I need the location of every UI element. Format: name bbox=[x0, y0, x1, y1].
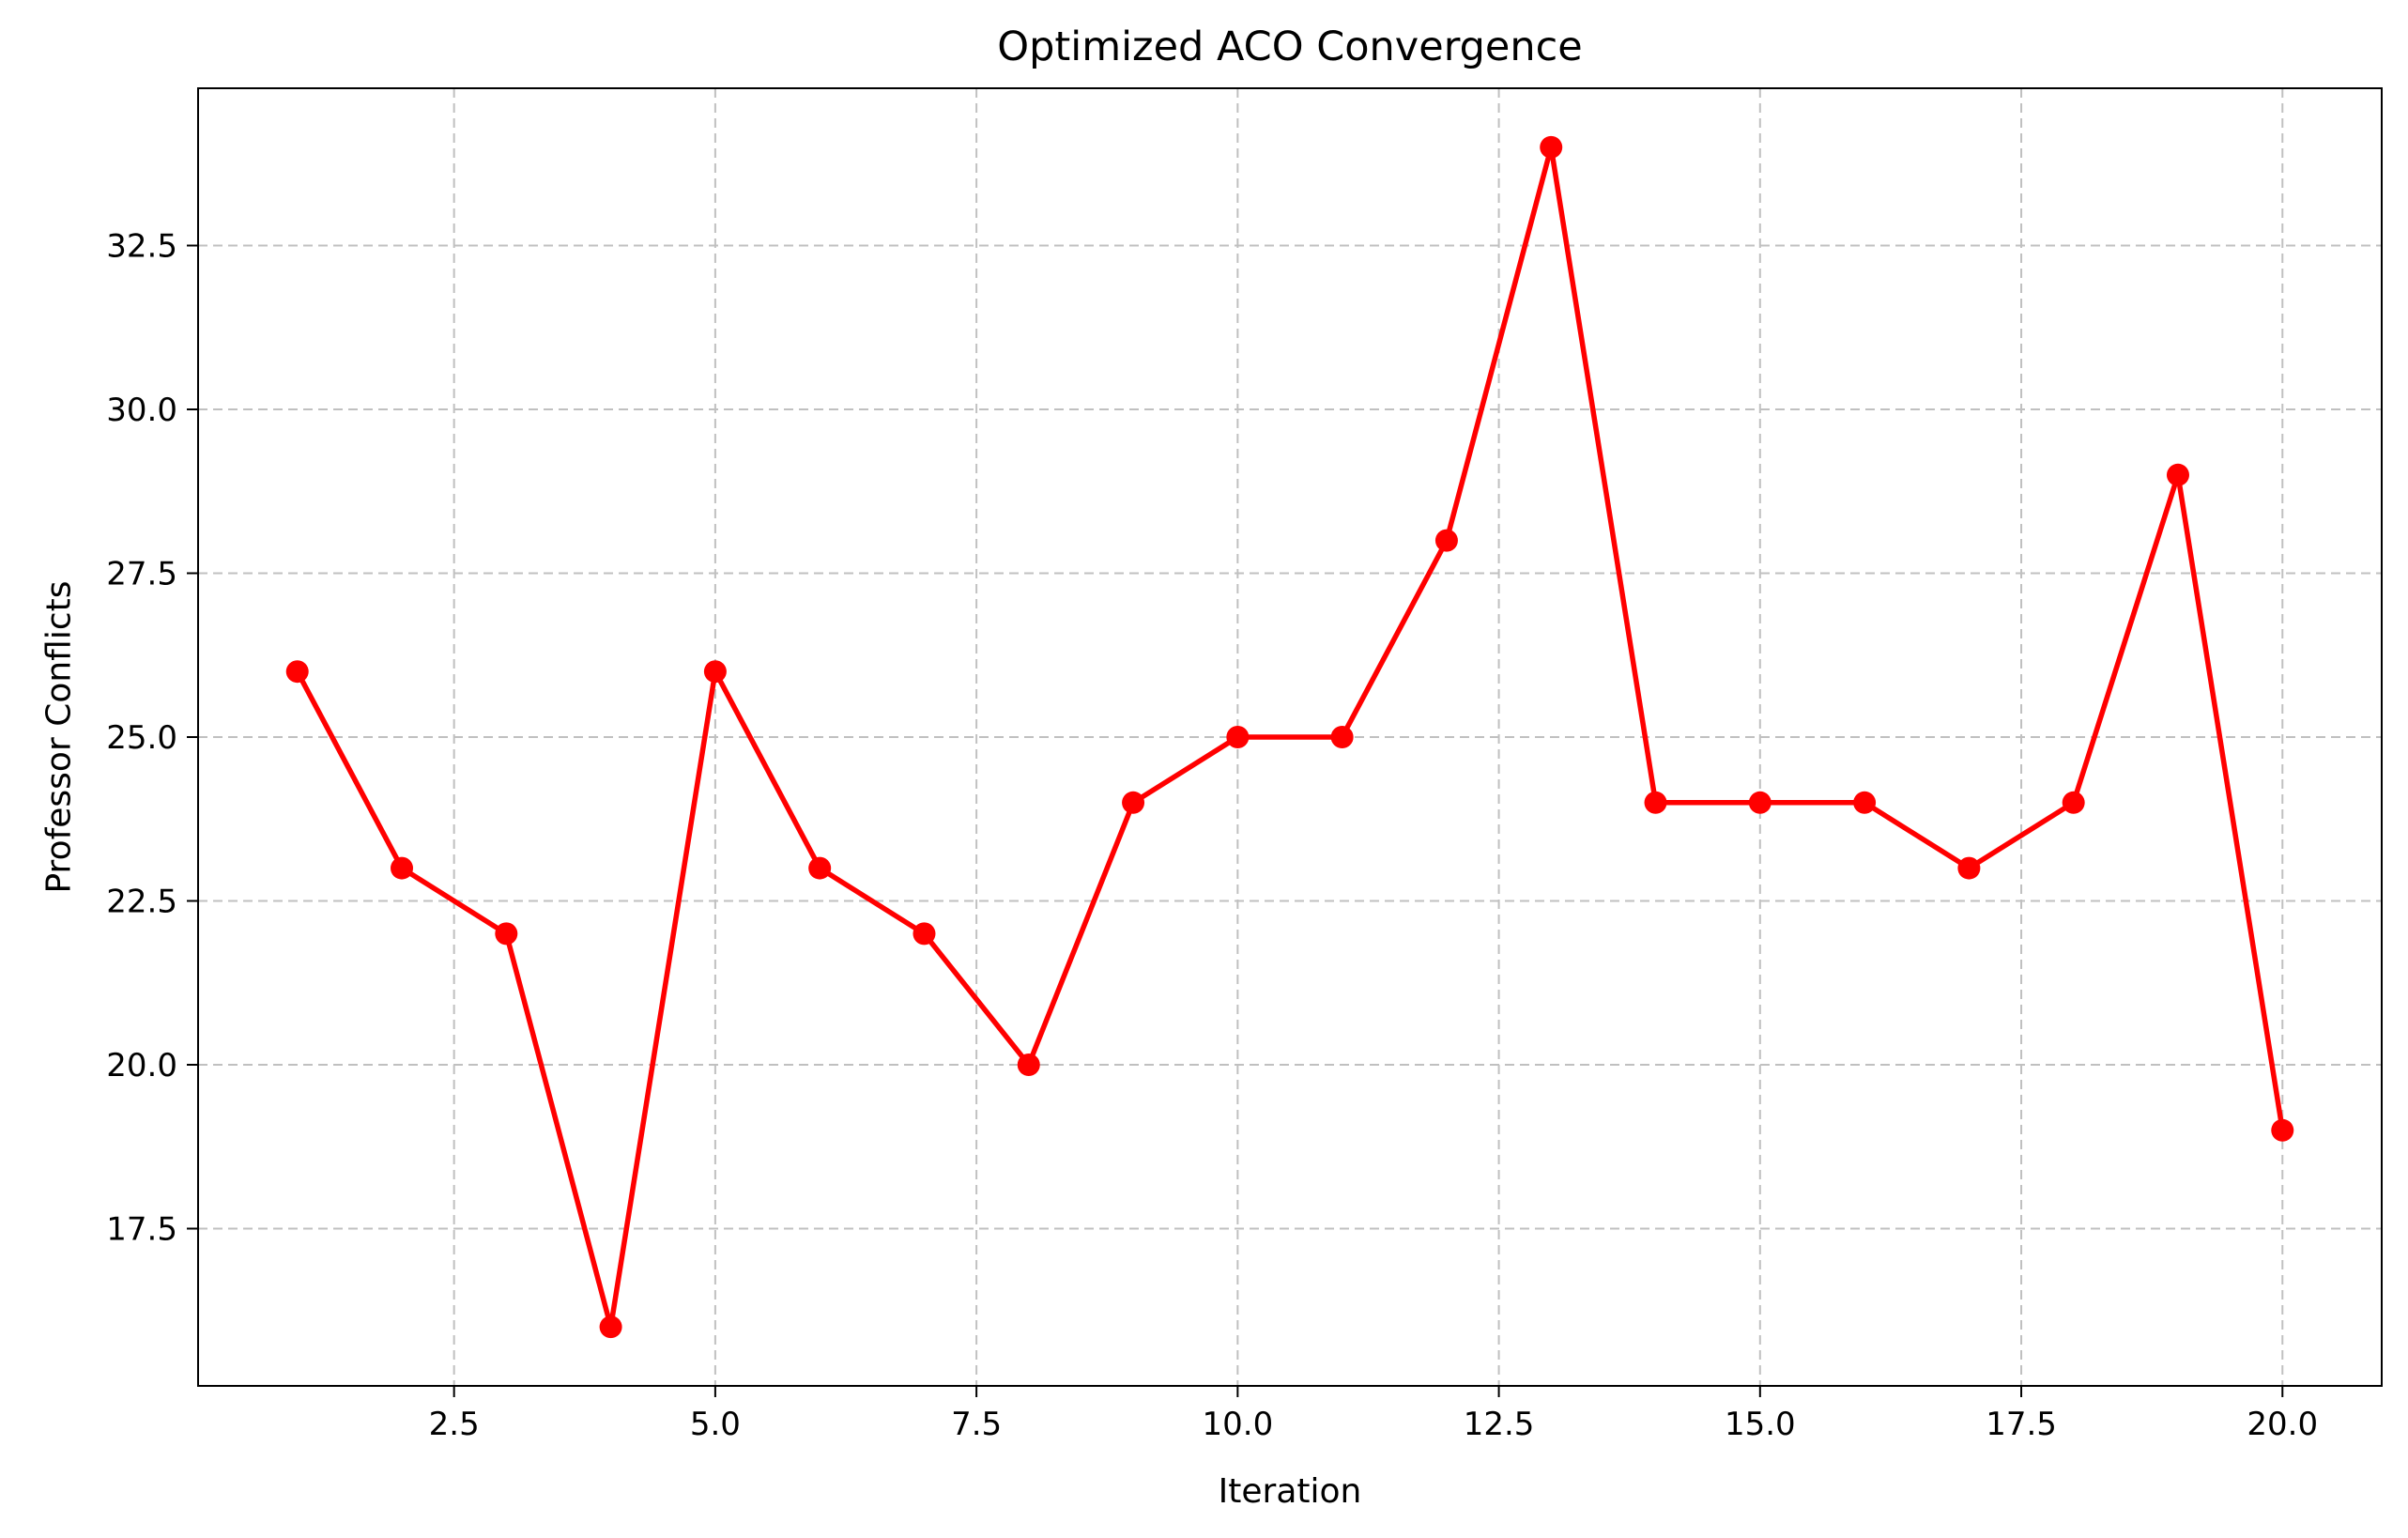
data-point bbox=[391, 856, 414, 880]
data-point bbox=[1853, 791, 1877, 814]
data-point bbox=[285, 660, 309, 684]
x-tick-label: 5.0 bbox=[690, 1406, 741, 1443]
data-point bbox=[703, 660, 727, 684]
data-point bbox=[1017, 1053, 1040, 1076]
data-point bbox=[495, 922, 518, 946]
series-line bbox=[294, 145, 2286, 1330]
series-layer bbox=[285, 135, 2294, 1339]
data-point bbox=[1122, 791, 1145, 814]
x-tick-label: 12.5 bbox=[1464, 1406, 1535, 1443]
y-tick-label: 17.5 bbox=[106, 1210, 177, 1248]
data-point bbox=[1957, 856, 1981, 880]
data-point bbox=[1330, 726, 1354, 748]
y-tick-label: 25.0 bbox=[106, 719, 177, 757]
x-tick-label: 17.5 bbox=[1986, 1406, 2057, 1443]
x-tick-label: 15.0 bbox=[1725, 1406, 1796, 1443]
x-tick-label: 7.5 bbox=[951, 1406, 1002, 1443]
data-point bbox=[1434, 529, 1458, 552]
data-point bbox=[1540, 135, 1563, 159]
data-point bbox=[2166, 463, 2189, 486]
data-point bbox=[2271, 1118, 2294, 1142]
y-tick-label: 22.5 bbox=[106, 883, 177, 920]
x-axis-label: Iteration bbox=[1219, 1472, 1362, 1511]
y-tick-label: 27.5 bbox=[106, 556, 177, 593]
y-axis-ticks: 17.5 20.0 22.5 25.0 27.5 30.0 32.5 bbox=[106, 228, 198, 1248]
x-tick-label: 2.5 bbox=[429, 1406, 480, 1443]
chart-title: Optimized ACO Convergence bbox=[997, 23, 1582, 70]
data-point bbox=[2062, 791, 2085, 814]
y-tick-label: 32.5 bbox=[106, 228, 177, 266]
data-point bbox=[1226, 726, 1250, 748]
y-axis-label: Professor Conflicts bbox=[40, 580, 79, 893]
y-tick-label: 30.0 bbox=[106, 392, 177, 429]
x-axis-ticks: 2.5 5.0 7.5 10.0 12.5 15.0 17.5 20.0 bbox=[429, 1386, 2318, 1443]
x-tick-label: 20.0 bbox=[2247, 1406, 2318, 1443]
data-point bbox=[1748, 791, 1771, 814]
x-tick-label: 10.0 bbox=[1203, 1406, 1274, 1443]
data-point bbox=[808, 856, 832, 880]
y-tick-label: 20.0 bbox=[106, 1047, 177, 1084]
data-point bbox=[913, 922, 936, 946]
grid bbox=[198, 88, 2382, 1386]
data-point bbox=[1644, 791, 1667, 814]
data-point bbox=[599, 1315, 622, 1339]
